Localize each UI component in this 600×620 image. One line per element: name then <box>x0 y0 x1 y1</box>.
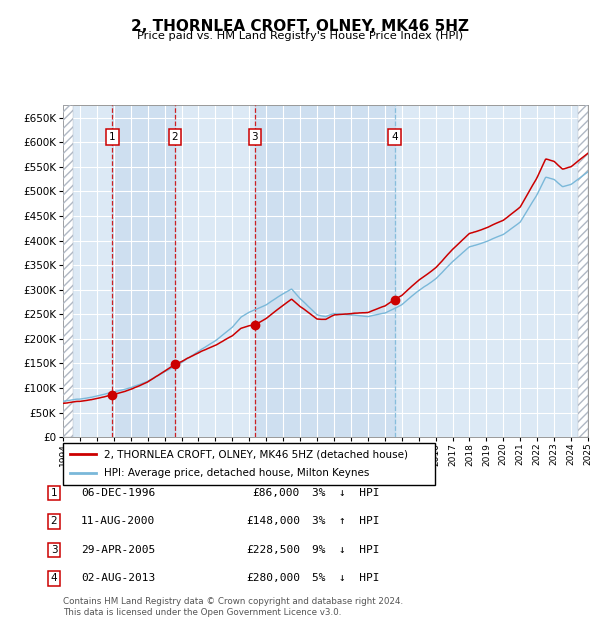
Text: 06-DEC-1996: 06-DEC-1996 <box>81 488 155 498</box>
Text: 5%  ↓  HPI: 5% ↓ HPI <box>312 574 380 583</box>
Polygon shape <box>578 105 588 437</box>
Text: £228,500: £228,500 <box>246 545 300 555</box>
Text: 2, THORNLEA CROFT, OLNEY, MK46 5HZ: 2, THORNLEA CROFT, OLNEY, MK46 5HZ <box>131 19 469 33</box>
Text: 3: 3 <box>50 545 58 555</box>
Text: 2, THORNLEA CROFT, OLNEY, MK46 5HZ (detached house): 2, THORNLEA CROFT, OLNEY, MK46 5HZ (deta… <box>104 449 408 459</box>
Text: HPI: Average price, detached house, Milton Keynes: HPI: Average price, detached house, Milt… <box>104 469 369 479</box>
Text: £86,000: £86,000 <box>253 488 300 498</box>
Text: £148,000: £148,000 <box>246 516 300 526</box>
Text: 2: 2 <box>172 132 178 143</box>
Text: 11-AUG-2000: 11-AUG-2000 <box>81 516 155 526</box>
Text: 3%  ↓  HPI: 3% ↓ HPI <box>312 488 380 498</box>
Text: 3%  ↑  HPI: 3% ↑ HPI <box>312 516 380 526</box>
Text: 1: 1 <box>109 132 116 143</box>
Text: Contains HM Land Registry data © Crown copyright and database right 2024.: Contains HM Land Registry data © Crown c… <box>63 597 403 606</box>
Bar <box>112 105 175 437</box>
Text: £280,000: £280,000 <box>246 574 300 583</box>
Text: 1: 1 <box>50 488 58 498</box>
Text: 9%  ↓  HPI: 9% ↓ HPI <box>312 545 380 555</box>
Text: 4: 4 <box>391 132 398 143</box>
Text: 3: 3 <box>251 132 258 143</box>
Text: Price paid vs. HM Land Registry's House Price Index (HPI): Price paid vs. HM Land Registry's House … <box>137 31 463 41</box>
Polygon shape <box>63 105 73 437</box>
Bar <box>255 105 395 437</box>
Text: This data is licensed under the Open Government Licence v3.0.: This data is licensed under the Open Gov… <box>63 608 341 617</box>
Text: 02-AUG-2013: 02-AUG-2013 <box>81 574 155 583</box>
Text: 29-APR-2005: 29-APR-2005 <box>81 545 155 555</box>
Text: 2: 2 <box>50 516 58 526</box>
Text: 4: 4 <box>50 574 58 583</box>
